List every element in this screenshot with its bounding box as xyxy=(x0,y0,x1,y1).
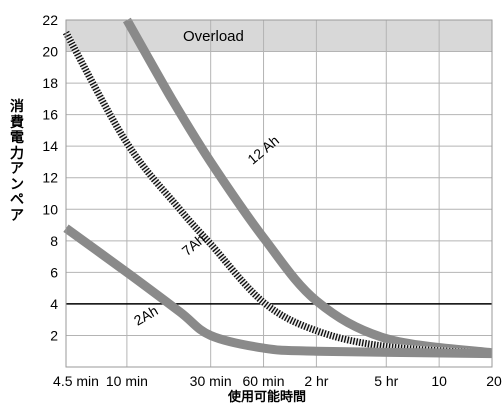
y-axis-label: 消費電力アンペア xyxy=(10,99,24,224)
y-tick-labels: 2 4 6 8 10 12 14 16 18 20 22 xyxy=(42,12,58,343)
x-tick-label: 10 min xyxy=(106,373,148,389)
x-tick-label: 4.5 min xyxy=(53,373,99,389)
series-line-12ah xyxy=(122,17,493,358)
y-tick-label: 12 xyxy=(42,170,58,186)
y-tick-label: 20 xyxy=(42,44,58,60)
series-label: 2Ah xyxy=(131,302,161,328)
series-layer xyxy=(62,17,493,359)
y-tick-label: 22 xyxy=(42,12,58,28)
x-tick-labels: 4.5 min 10 min 30 min 60 min 2 hr 5 hr 10 20 xyxy=(53,373,502,389)
y-tick-label: 2 xyxy=(50,327,58,343)
x-tick-label: 30 min xyxy=(190,373,232,389)
x-tick-label: 60 min xyxy=(243,373,285,389)
y-tick-label: 6 xyxy=(50,264,58,280)
y-tick-label: 8 xyxy=(50,233,58,249)
series-line-7ah xyxy=(62,30,493,358)
x-tick-label: 20 xyxy=(486,373,502,389)
y-tick-label: 10 xyxy=(42,201,58,217)
y-tick-label: 14 xyxy=(42,138,58,154)
y-tick-label: 18 xyxy=(42,75,58,91)
plot-frame xyxy=(65,19,493,368)
x-axis-label: 使用可能時間 xyxy=(227,390,306,405)
overload-label: Overload xyxy=(183,28,244,45)
series-line-2ah xyxy=(63,224,493,359)
x-tick-label: 2 hr xyxy=(304,373,328,389)
x-tick-label: 10 xyxy=(431,373,447,389)
y-tick-label: 4 xyxy=(50,296,58,312)
x-tick-label: 5 hr xyxy=(374,373,398,389)
series-line-hatch-7ah xyxy=(62,30,493,358)
y-tick-label: 16 xyxy=(42,107,58,123)
